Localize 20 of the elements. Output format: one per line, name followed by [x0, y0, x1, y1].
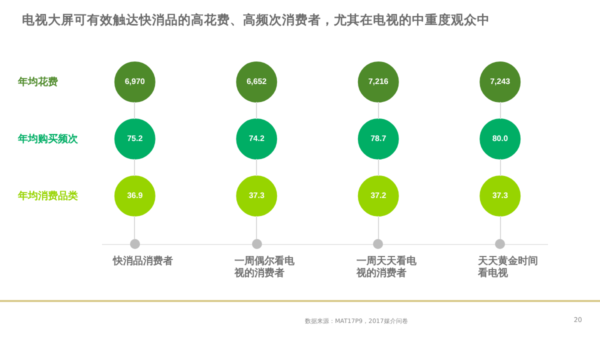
category-label: 一周天天看电视的消费者: [356, 256, 418, 280]
data-label: 7,243: [490, 77, 511, 86]
text: 年均购买频次: [18, 132, 78, 146]
data-label: 6,970: [124, 77, 146, 86]
data-label: 74.2: [248, 134, 265, 144]
data-label: 80.0: [492, 134, 508, 144]
data-label: 37.3: [248, 191, 265, 200]
category-label: 天天黄金时间看电视: [478, 256, 540, 280]
data-label: 37.3: [492, 191, 508, 200]
data-label: 78.7: [370, 134, 387, 144]
category-label: 快消品消费者: [112, 256, 174, 268]
data-label: 37.2: [370, 191, 387, 200]
data-label: 7,216: [368, 77, 389, 86]
data-label: 36.9: [127, 191, 144, 200]
text: 电视大屏可有效触达快消品的高花费、高频次消费者，尤其在电视的中重度观众中: [22, 12, 490, 29]
category-label: 一周偶尔看电视的消费者: [234, 256, 296, 280]
data-label: 6,652: [246, 77, 268, 86]
text: 年均消费品类: [18, 190, 78, 203]
text: 年均花费: [18, 76, 58, 89]
data-label: 75.2: [127, 134, 144, 144]
